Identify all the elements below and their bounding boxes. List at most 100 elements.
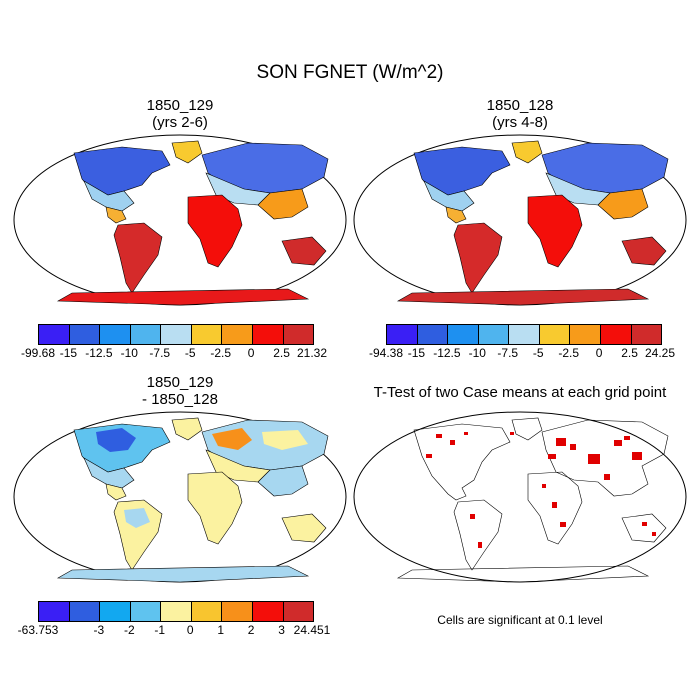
colorbar-3-swatch: [69, 602, 101, 621]
land-south-america: [453, 222, 503, 294]
colorbar-label: -15: [407, 346, 426, 360]
colorbar-3-swatch: [39, 602, 70, 621]
colorbar-3-swatch: [130, 602, 162, 621]
figure-title: SON FGNET (W/m^2): [256, 62, 444, 83]
colorbar-1-swatch: [283, 325, 314, 344]
colorbar-label: 0: [247, 346, 255, 360]
panel-3-title-line1: 1850_129: [146, 374, 214, 391]
land-africa: [187, 194, 243, 268]
land-antarctica: [56, 565, 310, 583]
colorbar-label: -12.5: [433, 346, 461, 360]
colorbar-3-swatch: [222, 602, 253, 621]
colorbar-label: -94.38: [368, 346, 404, 360]
significance-note: Cells are significant at 0.1 level: [437, 613, 603, 627]
colorbar-label: -5: [184, 346, 196, 360]
colorbar-2-swatch: [539, 325, 571, 344]
colorbar-1-swatch: [39, 325, 70, 344]
panel-1-title-line2: (yrs 2-6): [152, 114, 208, 131]
colorbar-label: -15: [59, 346, 78, 360]
colorbar-1-swatch: [222, 325, 253, 344]
colorbar-2-swatch: [509, 325, 540, 344]
colorbar-3-swatch: [252, 602, 284, 621]
colorbar-2-swatch: [478, 325, 510, 344]
land-africa: [527, 194, 583, 268]
colorbar-label: 1: [217, 623, 225, 637]
colorbar-label: -2: [123, 623, 135, 637]
land-eurasia: [541, 142, 669, 220]
colorbar-label: -2.5: [210, 346, 232, 360]
land-australia: [281, 513, 327, 543]
map-panel-1: [13, 134, 347, 306]
colorbar-label: 2: [247, 623, 255, 637]
colorbar-2-swatch: [600, 325, 632, 344]
land-australia: [281, 236, 327, 266]
colorbar-1-swatch: [69, 325, 101, 344]
land-eurasia: [201, 142, 329, 220]
colorbar-label: 24.25: [644, 346, 676, 360]
colorbar-label: -12.5: [85, 346, 113, 360]
colorbar-3: [38, 601, 314, 622]
panel-2-title-line2: (yrs 4-8): [492, 114, 548, 131]
panel-3-title-line2: - 1850_128: [142, 391, 218, 408]
colorbar-2-swatch: [631, 325, 662, 344]
colorbar-label: 24.451: [293, 623, 331, 637]
colorbar-label: -1: [154, 623, 166, 637]
colorbar-label: -7.5: [149, 346, 171, 360]
colorbar-label: 21.32: [296, 346, 328, 360]
colorbar-2-swatch: [417, 325, 449, 344]
colorbar-label: 2.5: [273, 346, 290, 360]
land-north-america: [413, 146, 511, 224]
panel-2-title: 1850_128 (yrs 4-8): [400, 97, 640, 131]
land-greenland: [511, 140, 543, 164]
colorbar-2: [386, 324, 662, 345]
panel-1-title-line1: 1850_129: [146, 97, 214, 114]
colorbar-label: -10: [120, 346, 138, 360]
colorbar-3-labels: -63.753 -3 -2 -1 0 1 2 3 24.451: [18, 623, 331, 637]
land-eurasia: [201, 419, 329, 497]
colorbar-label: 3: [278, 623, 285, 637]
colorbar-label: -63.753: [17, 623, 59, 637]
panel-1-title: 1850_129 (yrs 2-6): [60, 97, 300, 131]
significant-cells: [426, 432, 656, 548]
colorbar-3-swatch: [161, 602, 192, 621]
land-greenland: [171, 140, 203, 164]
land-greenland: [171, 417, 203, 441]
land-antarctica: [56, 288, 310, 306]
colorbar-label: 2.5: [621, 346, 638, 360]
colorbar-1-labels: -99.68 -15 -12.5 -10 -7.5 -5 -2.5 0 2.5 …: [21, 346, 327, 360]
land-antarctica: [396, 288, 650, 306]
colorbar-1-swatch: [130, 325, 162, 344]
colorbar-3-swatch: [283, 602, 314, 621]
colorbar-label: -3: [93, 623, 105, 637]
colorbar-3-swatch: [100, 602, 131, 621]
colorbar-label: -7.5: [497, 346, 519, 360]
colorbar-3-swatch: [191, 602, 223, 621]
map-panel-4: [353, 411, 687, 583]
panel-4-title: T-Test of two Case means at each grid po…: [352, 384, 688, 401]
panel-3-title: 1850_129 - 1850_128: [60, 374, 300, 408]
colorbar-1-swatch: [252, 325, 284, 344]
colorbar-label: -99.68: [20, 346, 56, 360]
colorbar-2-swatch: [448, 325, 479, 344]
land-australia: [621, 236, 667, 266]
map-panel-3: [13, 411, 347, 583]
colorbar-label: -2.5: [558, 346, 580, 360]
panel-4-title-line1: T-Test of two Case means at each grid po…: [373, 384, 667, 401]
coastlines: [396, 417, 669, 583]
land-africa: [187, 471, 243, 545]
colorbar-2-labels: -94.38 -15 -12.5 -10 -7.5 -5 -2.5 0 2.5 …: [369, 346, 675, 360]
land-north-america: [73, 423, 171, 501]
colorbar-label: 0: [595, 346, 603, 360]
colorbar-2-swatch: [387, 325, 418, 344]
panel-2-title-line1: 1850_128: [486, 97, 554, 114]
land-south-america: [113, 499, 163, 571]
colorbar-1-swatch: [100, 325, 131, 344]
colorbar-label: -10: [468, 346, 486, 360]
land-north-america: [73, 146, 171, 224]
colorbar-1-swatch: [161, 325, 192, 344]
colorbar-1-swatch: [191, 325, 223, 344]
colorbar-2-swatch: [570, 325, 601, 344]
land-south-america: [113, 222, 163, 294]
map-panel-2: [353, 134, 687, 306]
colorbar-label: -5: [532, 346, 544, 360]
